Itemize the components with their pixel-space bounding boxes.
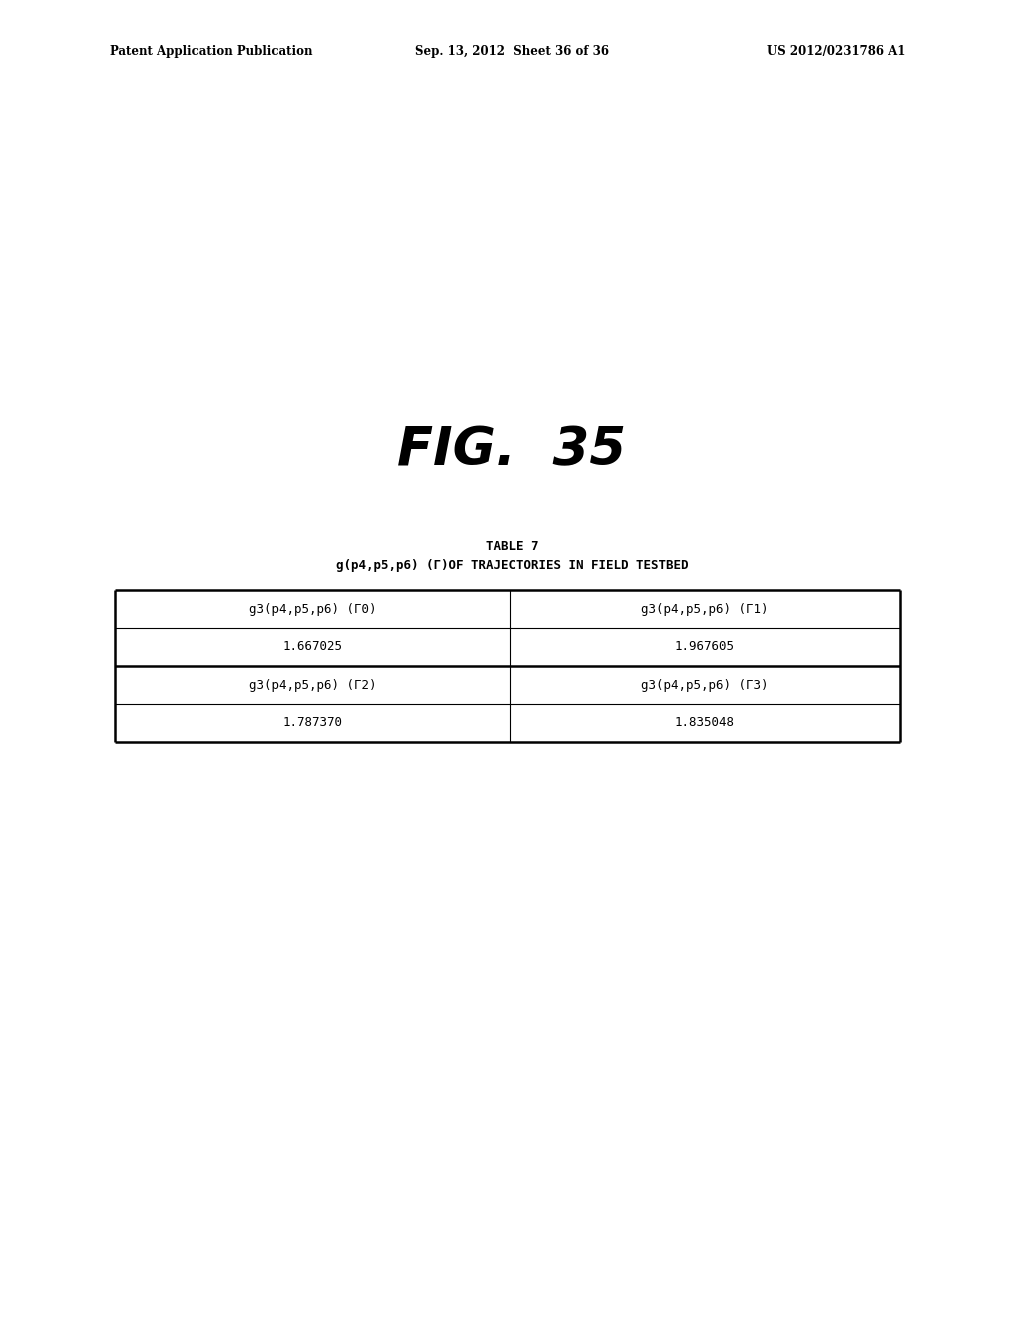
Text: 1.667025: 1.667025: [283, 640, 342, 653]
Text: Patent Application Publication: Patent Application Publication: [110, 45, 312, 58]
Text: 1.967605: 1.967605: [675, 640, 735, 653]
Text: g3(p4,p5,p6) (Γ0): g3(p4,p5,p6) (Γ0): [249, 602, 376, 615]
Text: 1.787370: 1.787370: [283, 717, 342, 730]
Text: g(p4,p5,p6) (Γ)OF TRAJECTORIES IN FIELD TESTBED: g(p4,p5,p6) (Γ)OF TRAJECTORIES IN FIELD …: [336, 560, 688, 573]
Text: g3(p4,p5,p6) (Γ3): g3(p4,p5,p6) (Γ3): [641, 678, 769, 692]
Text: TABLE 7: TABLE 7: [485, 540, 539, 553]
Text: g3(p4,p5,p6) (Γ2): g3(p4,p5,p6) (Γ2): [249, 678, 376, 692]
Text: 1.835048: 1.835048: [675, 717, 735, 730]
Text: Sep. 13, 2012  Sheet 36 of 36: Sep. 13, 2012 Sheet 36 of 36: [415, 45, 609, 58]
Text: g3(p4,p5,p6) (Γ1): g3(p4,p5,p6) (Γ1): [641, 602, 769, 615]
Text: FIG.  35: FIG. 35: [397, 424, 627, 477]
Text: US 2012/0231786 A1: US 2012/0231786 A1: [767, 45, 905, 58]
